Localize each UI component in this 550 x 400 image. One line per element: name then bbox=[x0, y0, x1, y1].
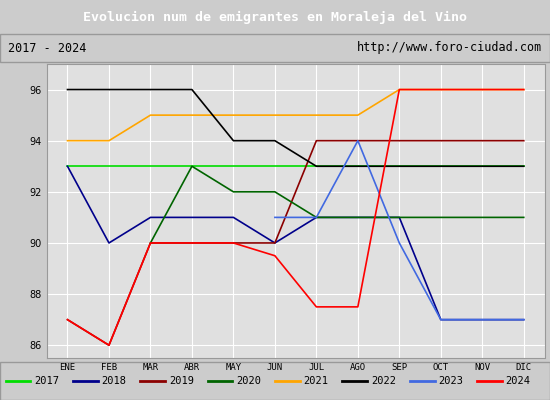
Text: 2021: 2021 bbox=[304, 376, 328, 386]
Text: 2017 - 2024: 2017 - 2024 bbox=[8, 42, 87, 54]
Text: 2018: 2018 bbox=[101, 376, 127, 386]
Text: 2024: 2024 bbox=[506, 376, 531, 386]
Text: http://www.foro-ciudad.com: http://www.foro-ciudad.com bbox=[356, 42, 542, 54]
Text: 2017: 2017 bbox=[34, 376, 59, 386]
Text: Evolucion num de emigrantes en Moraleja del Vino: Evolucion num de emigrantes en Moraleja … bbox=[83, 10, 467, 24]
Text: 2019: 2019 bbox=[169, 376, 194, 386]
Text: 2022: 2022 bbox=[371, 376, 396, 386]
Text: 2023: 2023 bbox=[438, 376, 463, 386]
Text: 2020: 2020 bbox=[236, 376, 261, 386]
